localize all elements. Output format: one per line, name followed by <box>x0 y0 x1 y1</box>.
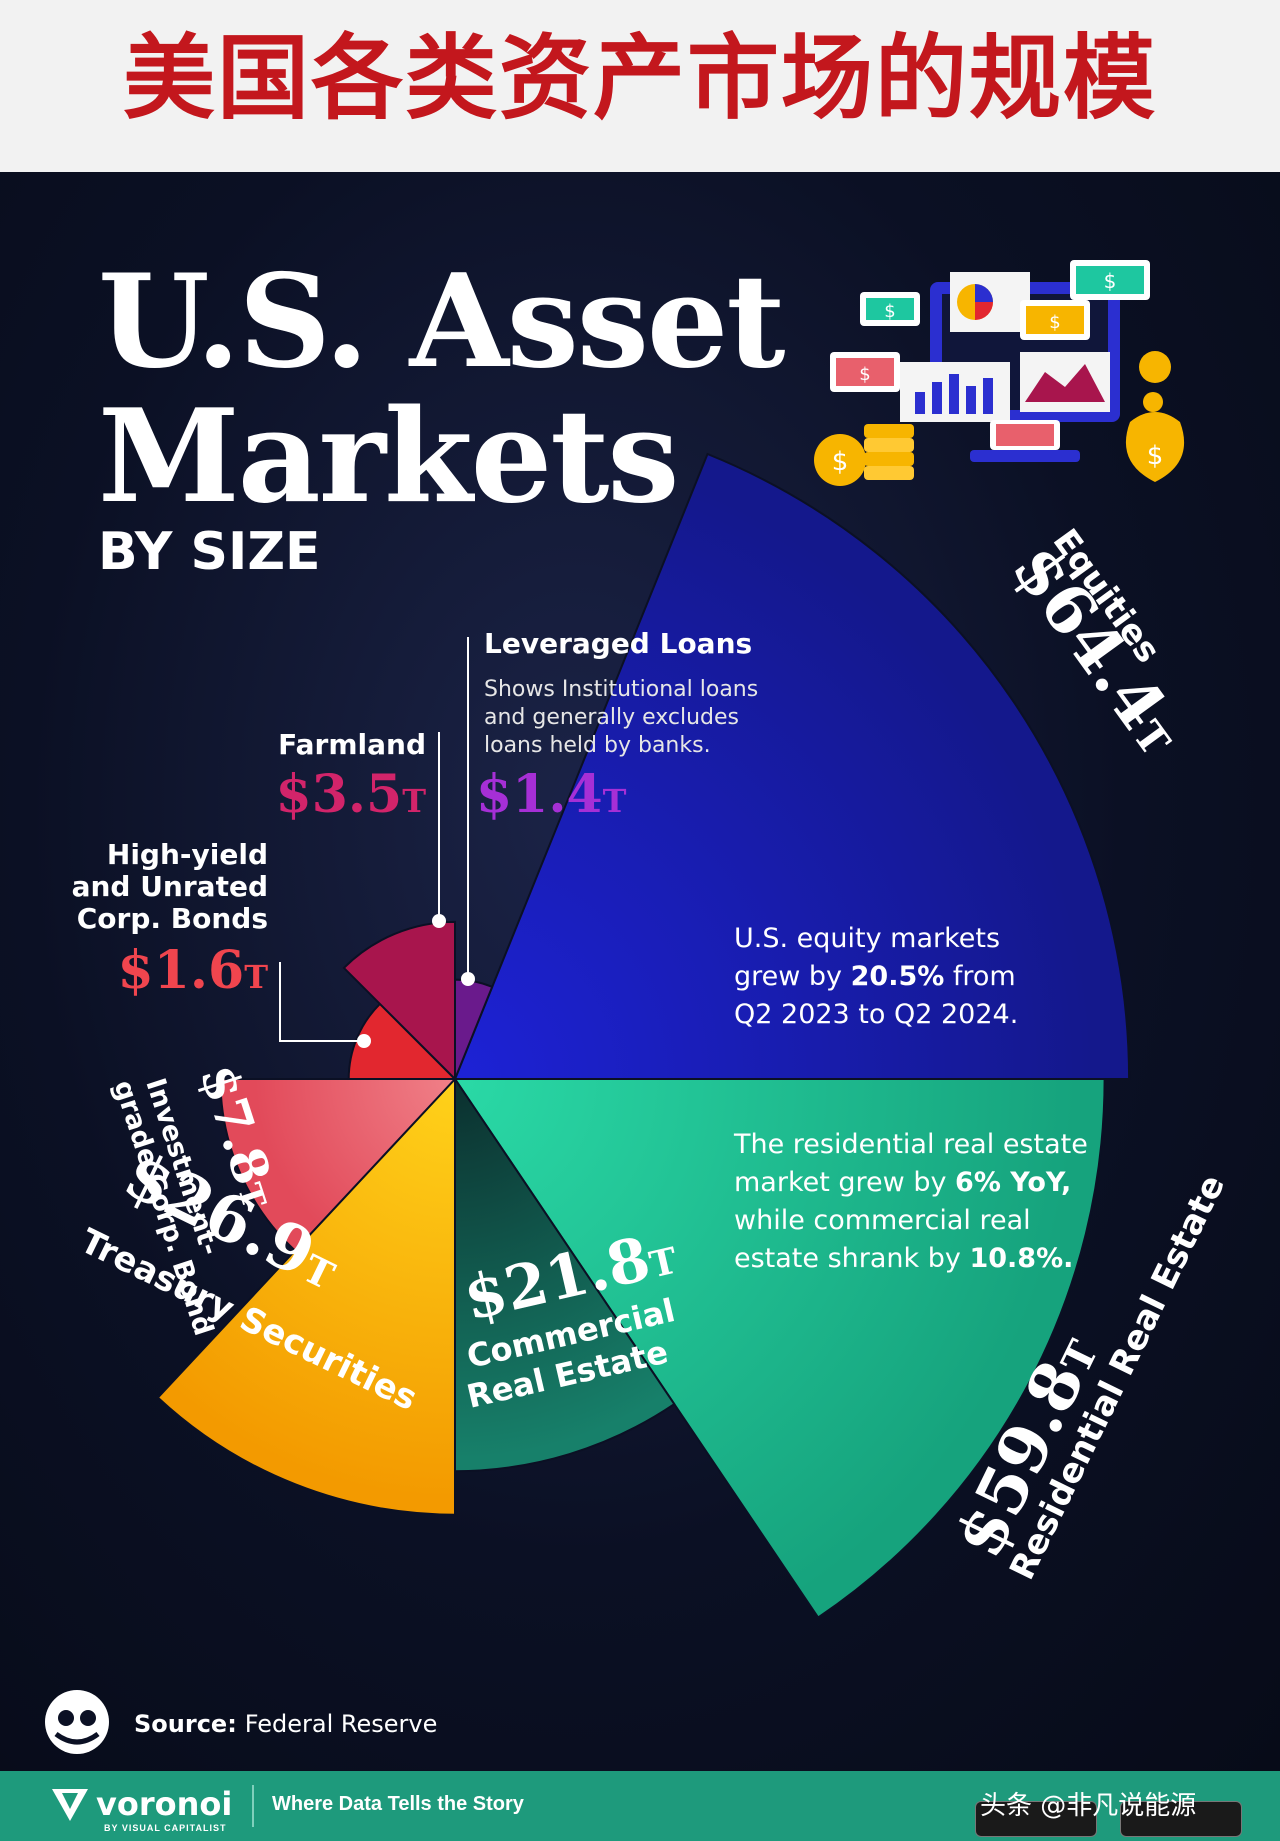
note-re-4: estate shrank by 10.8%. <box>734 1243 1073 1274</box>
asset-pie-chart: Equities $64.4T Residential Real Estate … <box>45 452 1233 1754</box>
svg-text:$: $ <box>1104 269 1117 293</box>
svg-text:$: $ <box>1049 312 1060 333</box>
voronoi-logo-icon <box>52 1789 88 1821</box>
svg-text:$: $ <box>884 301 895 322</box>
slice-highyield <box>347 1002 458 1080</box>
title-line-2: Markets <box>98 382 679 532</box>
top-banner: 美国各类资产市场的规模 <box>0 0 1280 172</box>
slice-commercial <box>454 1075 676 1473</box>
label-farmland: Farmland <box>278 728 426 761</box>
note-leveraged-2: and generally excludes <box>484 705 739 730</box>
source-line: Source: Federal Reserve <box>134 1710 437 1738</box>
note-equity-3: Q2 2023 to Q2 2024. <box>734 999 1018 1030</box>
note-leveraged-1: Shows Institutional loans <box>484 677 758 702</box>
leader-dot-highyield <box>357 1034 371 1048</box>
svg-text:$: $ <box>859 364 870 385</box>
label-highyield-2: and Unrated <box>72 870 268 903</box>
footer-divider <box>252 1785 254 1827</box>
label-leveraged: Leveraged Loans <box>484 627 752 660</box>
infographic-panel: U.S. Asset Markets BY SIZE $ $ $ $ $ <box>0 172 1280 1771</box>
voronoi-brand[interactable]: voronoi <box>96 1785 233 1823</box>
label-highyield-1: High-yield <box>107 838 268 871</box>
svg-text:$: $ <box>1147 441 1164 471</box>
note-equity-1: U.S. equity markets <box>734 923 1000 954</box>
voronoi-brand-sub: BY VISUAL CAPITALIST <box>104 1823 227 1833</box>
footer-bar: voronoi BY VISUAL CAPITALIST Where Data … <box>0 1771 1280 1841</box>
note-re-3: while commercial real <box>734 1205 1031 1236</box>
value-leveraged: $1.4T <box>476 764 627 825</box>
note-re-1: The residential real estate <box>733 1129 1088 1160</box>
value-highyield: $1.6T <box>118 940 269 1001</box>
footer-tagline: Where Data Tells the Story <box>272 1793 524 1815</box>
leader-highyield <box>279 962 364 1042</box>
slice-residential <box>453 1078 1106 1619</box>
watermark: 头条 @非凡说能源 <box>980 1791 1197 1821</box>
label-highyield-3: Corp. Bonds <box>77 902 268 935</box>
slice-farmland <box>342 920 456 1082</box>
slice-investment-grade <box>219 1078 458 1253</box>
slice-equities <box>453 452 1131 1080</box>
leader-dot-farmland <box>432 914 446 928</box>
svg-text:$: $ <box>832 447 849 477</box>
subtitle: BY SIZE <box>98 522 321 582</box>
slices-layer <box>156 452 1131 1619</box>
leader-lines <box>279 637 469 1042</box>
value-farmland: $3.5T <box>276 764 427 825</box>
slice-treasury <box>156 1076 456 1516</box>
app-store-badge-icon[interactable] <box>975 1801 1097 1837</box>
note-leveraged-3: loans held by banks. <box>484 733 711 758</box>
title-line-1: U.S. Asset <box>98 247 785 397</box>
note-re-2: market grew by 6% YoY, <box>734 1167 1071 1198</box>
leader-dot-leveraged <box>461 972 475 986</box>
source-icon <box>45 1690 109 1754</box>
chinese-title: 美国各类资产市场的规模 <box>122 25 1157 132</box>
finance-illustration-icon: $ $ $ $ $ $ <box>814 260 1185 486</box>
note-equity-2: grew by 20.5% from <box>734 961 1016 992</box>
google-play-badge-icon[interactable] <box>1120 1801 1242 1837</box>
